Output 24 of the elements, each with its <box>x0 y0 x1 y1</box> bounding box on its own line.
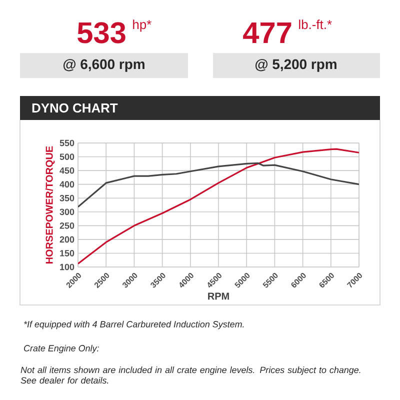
line-series <box>78 148 360 264</box>
y-tick-label: 400 <box>60 181 74 188</box>
y-tick-label: 300 <box>60 208 74 216</box>
text: @ 5,200 rpm <box>255 59 336 72</box>
text: Not all items shown are included in all crate engine levels. Prices subject to change. See dealer for details. <box>20 366 360 384</box>
chart-title: DYNO CHART <box>32 103 118 113</box>
y-tick-label: 450 <box>60 167 74 174</box>
y-axis-title: HORSEPOWER/TORQUE <box>46 146 55 264</box>
text: lb.-ft.* <box>299 20 332 30</box>
y-tick-label: 350 <box>60 194 74 202</box>
y-tick-label: 150 <box>60 250 74 256</box>
line-series <box>78 162 360 208</box>
text: @ 6,600 rpm <box>63 59 144 72</box>
text: Crate Engine Only: <box>24 344 99 354</box>
x-axis-title: RPM <box>208 292 229 300</box>
y-tick-label: 500 <box>60 154 74 160</box>
text: 533 <box>78 22 126 44</box>
y-tick-label: 200 <box>60 236 74 243</box>
text: hp* <box>133 20 152 32</box>
text: *If equipped with 4 Barrel Carbureted Induction System. <box>24 320 244 330</box>
y-tick-label: 250 <box>60 222 74 229</box>
text: 477 <box>243 22 292 43</box>
y-tick-label: 100 <box>60 264 74 270</box>
y-tick-label: 550 <box>60 140 74 146</box>
